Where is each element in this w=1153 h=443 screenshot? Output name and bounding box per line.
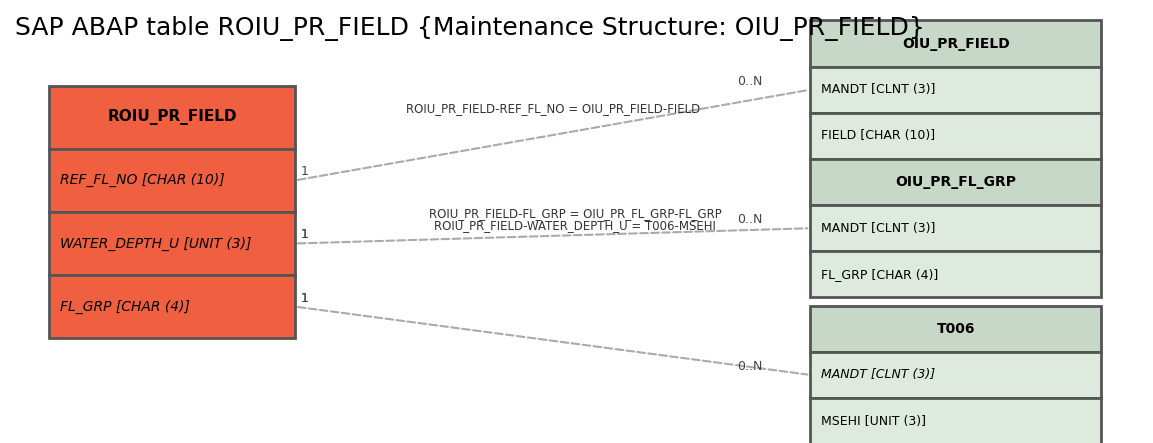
Text: 0..N: 0..N [738, 360, 763, 373]
Text: MANDT [CLNT (3)]: MANDT [CLNT (3)] [821, 369, 935, 381]
Text: MANDT [CLNT (3)]: MANDT [CLNT (3)] [821, 83, 936, 96]
Text: 1: 1 [301, 165, 309, 179]
FancyBboxPatch shape [811, 398, 1101, 443]
Text: FL_GRP [CHAR (4)]: FL_GRP [CHAR (4)] [821, 268, 939, 281]
FancyBboxPatch shape [48, 149, 295, 212]
FancyBboxPatch shape [811, 66, 1101, 113]
Text: ROIU_PR_FIELD-REF_FL_NO = OIU_PR_FIELD-FIELD: ROIU_PR_FIELD-REF_FL_NO = OIU_PR_FIELD-F… [406, 101, 700, 115]
Text: 1: 1 [301, 291, 309, 305]
Text: OIU_PR_FIELD: OIU_PR_FIELD [902, 36, 1010, 51]
FancyBboxPatch shape [811, 352, 1101, 398]
Text: ROIU_PR_FIELD-FL_GRP = OIU_PR_FL_GRP-FL_GRP: ROIU_PR_FIELD-FL_GRP = OIU_PR_FL_GRP-FL_… [429, 206, 722, 220]
Text: REF_FL_NO [CHAR (10)]: REF_FL_NO [CHAR (10)] [60, 173, 225, 187]
Text: FIELD [CHAR (10)]: FIELD [CHAR (10)] [821, 129, 935, 142]
FancyBboxPatch shape [811, 251, 1101, 298]
Text: MSEHI [UNIT (3)]: MSEHI [UNIT (3)] [821, 415, 926, 427]
Text: FL_GRP [CHAR (4)]: FL_GRP [CHAR (4)] [60, 299, 190, 314]
Text: ROIU_PR_FIELD-WATER_DEPTH_U = T006-MSEHI: ROIU_PR_FIELD-WATER_DEPTH_U = T006-MSEHI [435, 219, 716, 232]
FancyBboxPatch shape [811, 159, 1101, 205]
Text: 0..N: 0..N [738, 75, 763, 88]
Text: T006: T006 [936, 322, 975, 336]
Text: 1: 1 [301, 229, 309, 241]
Text: ROIU_PR_FIELD: ROIU_PR_FIELD [107, 109, 236, 125]
FancyBboxPatch shape [48, 85, 295, 149]
FancyBboxPatch shape [811, 306, 1101, 352]
Text: 0..N: 0..N [738, 213, 763, 226]
Text: 1: 1 [301, 229, 309, 241]
Text: OIU_PR_FL_GRP: OIU_PR_FL_GRP [895, 175, 1016, 189]
Text: MANDT [CLNT (3)]: MANDT [CLNT (3)] [821, 222, 936, 235]
FancyBboxPatch shape [811, 205, 1101, 251]
Text: WATER_DEPTH_U [UNIT (3)]: WATER_DEPTH_U [UNIT (3)] [60, 237, 251, 251]
FancyBboxPatch shape [811, 20, 1101, 66]
Text: SAP ABAP table ROIU_PR_FIELD {Maintenance Structure: OIU_PR_FIELD}: SAP ABAP table ROIU_PR_FIELD {Maintenanc… [15, 16, 925, 41]
FancyBboxPatch shape [48, 275, 295, 338]
Text: 1: 1 [301, 291, 309, 305]
FancyBboxPatch shape [48, 212, 295, 275]
FancyBboxPatch shape [811, 113, 1101, 159]
